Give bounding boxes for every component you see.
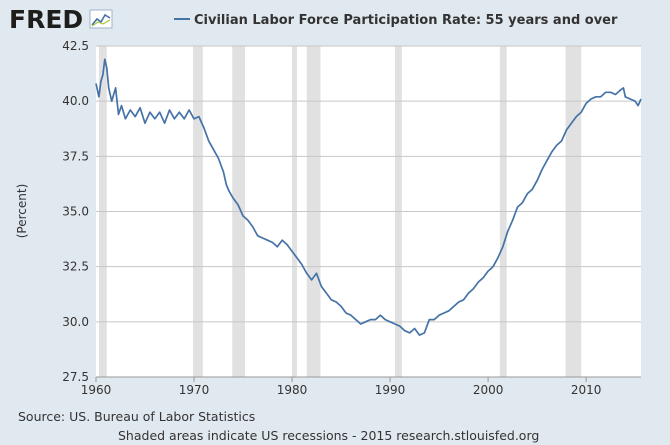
y-tick-label: 27.5 <box>62 370 89 384</box>
x-tick-label: 1980 <box>277 383 308 397</box>
y-tick-label: 30.0 <box>62 315 89 329</box>
y-tick-label: 35.0 <box>62 205 89 219</box>
series-line <box>95 58 642 336</box>
legend-label: Civilian Labor Force Participation Rate:… <box>194 13 618 28</box>
y-tick-label: 37.5 <box>62 149 89 163</box>
fred-logo-text: FRED <box>9 5 83 34</box>
y-tick-labels: 27.5 30.0 32.5 35.0 37.5 40.0 42.5 <box>62 39 89 384</box>
x-tick-label: 1990 <box>375 383 406 397</box>
y-tick-label: 32.5 <box>62 260 89 274</box>
x-tick-label: 2000 <box>473 383 504 397</box>
x-tick-label: 1960 <box>81 383 112 397</box>
x-tick-label: 2010 <box>571 383 602 397</box>
source-note: Source: US. Bureau of Labor Statistics <box>18 409 255 424</box>
fred-logo: FRED <box>9 5 113 34</box>
recession-note: Shaded areas indicate US recessions - 20… <box>118 428 539 443</box>
x-tick-labels: 1960 1970 1980 1990 2000 2010 <box>81 377 602 397</box>
x-tick-label: 1970 <box>179 383 210 397</box>
y-axis-title: (Percent) <box>15 184 29 239</box>
legend: Civilian Labor Force Participation Rate:… <box>174 13 618 28</box>
y-tick-label: 40.0 <box>62 94 89 108</box>
y-tick-label: 42.5 <box>62 39 89 53</box>
fred-logo-icon <box>89 9 113 29</box>
